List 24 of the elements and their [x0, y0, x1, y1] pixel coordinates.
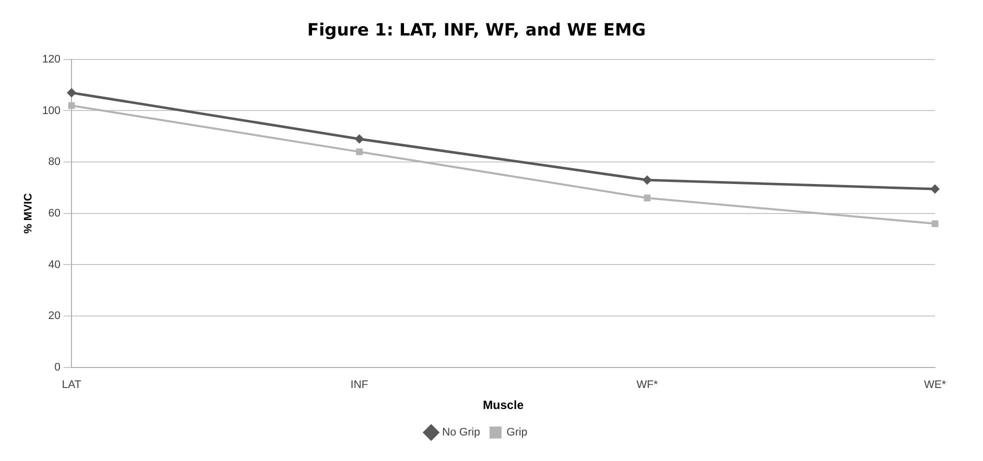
legend-label: No Grip	[442, 426, 480, 439]
point	[930, 184, 940, 194]
y-tick-label: 80	[48, 156, 61, 168]
point	[67, 88, 76, 98]
y-tick-label: 100	[42, 104, 61, 117]
y-tick-label: 60	[48, 207, 61, 220]
point	[354, 134, 364, 144]
chart-title: Figure 1: LAT, INF, WF, and WE EMG	[307, 20, 646, 41]
x-tick-label: INF	[350, 379, 368, 392]
point	[68, 102, 75, 109]
point	[356, 148, 363, 156]
point	[642, 176, 652, 185]
y-tick-label: 40	[48, 258, 61, 271]
y-tick-label: 120	[42, 53, 61, 66]
x-axis-title: Muscle	[482, 398, 524, 412]
y-tick-label: 20	[48, 310, 61, 322]
legend-label: Grip	[506, 426, 528, 439]
point	[932, 220, 938, 227]
x-tick-label: WE*	[924, 379, 947, 392]
point	[644, 194, 651, 202]
x-tick-label: WF*	[636, 379, 659, 392]
x-tick-label: LAT	[62, 379, 82, 392]
y-axis-title: % MVIC	[22, 193, 35, 234]
y-tick-label: 0	[54, 361, 61, 374]
